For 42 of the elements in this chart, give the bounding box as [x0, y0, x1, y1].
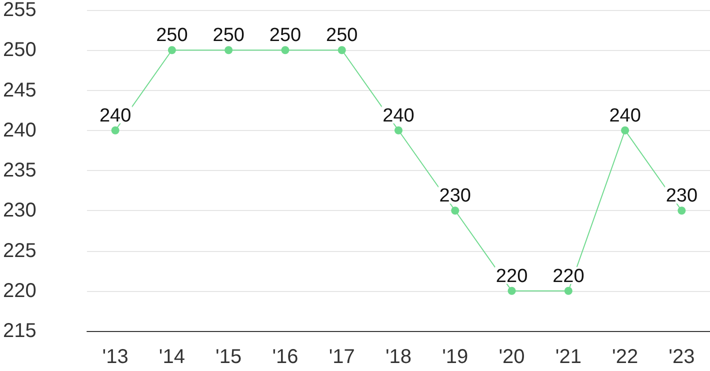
- data-label: 230: [666, 186, 698, 207]
- y-tick-label: 235: [3, 160, 36, 182]
- data-label: 240: [99, 105, 132, 126]
- point: [621, 126, 630, 134]
- point: [281, 46, 290, 54]
- x-tick-label: '23: [668, 346, 695, 368]
- data-label: 240: [382, 105, 414, 126]
- data-label: 250: [156, 25, 188, 46]
- data-label: 220: [496, 266, 528, 287]
- y-tick-label: 240: [3, 119, 36, 142]
- point: [564, 286, 572, 295]
- y-tick-label: 255: [3, 0, 36, 21]
- point: [508, 286, 516, 295]
- point: [394, 126, 402, 134]
- x-tick-label: '21: [555, 346, 582, 368]
- x-tick-label: '17: [328, 346, 355, 368]
- x-tick-label: '16: [272, 346, 298, 368]
- y-tick-label: 220: [3, 280, 36, 302]
- data-label: 250: [326, 25, 358, 46]
- x-tick-label: '15: [216, 346, 242, 368]
- point: [678, 206, 686, 215]
- point: [111, 126, 120, 134]
- data-label: 250: [212, 25, 244, 46]
- y-tick-label: 250: [3, 39, 36, 62]
- x-tick-label: '14: [158, 346, 185, 368]
- point: [338, 46, 346, 54]
- x-tick-label: '22: [612, 346, 638, 368]
- y-tick-label: 245: [3, 79, 36, 102]
- x-tick-label: '13: [102, 346, 128, 368]
- data-label: 240: [609, 105, 641, 126]
- y-tick-label: 230: [3, 200, 36, 222]
- point: [168, 46, 176, 54]
- data-label: 250: [269, 25, 302, 46]
- x-tick-label: '18: [385, 346, 412, 368]
- y-tick-label: 225: [3, 240, 36, 262]
- x-tick-label: '20: [498, 346, 525, 368]
- y-tick-label: 215: [3, 320, 36, 342]
- data-label: 220: [552, 266, 584, 287]
- point: [224, 46, 233, 54]
- x-tick-label: '19: [442, 346, 468, 368]
- point: [451, 206, 460, 215]
- data-label: 230: [439, 186, 471, 207]
